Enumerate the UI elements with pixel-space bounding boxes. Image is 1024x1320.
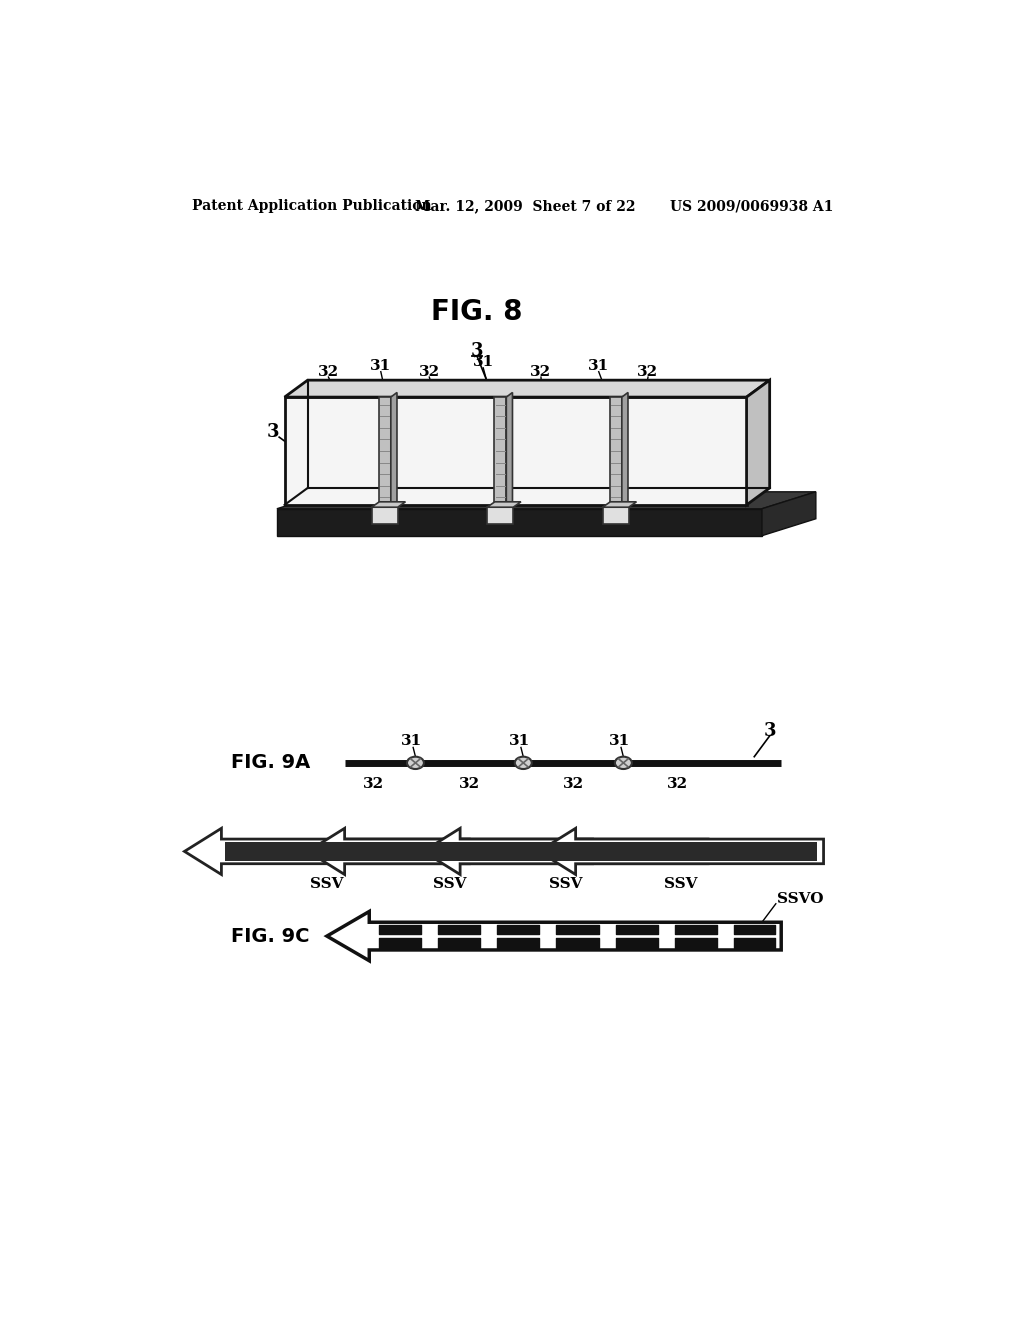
Text: 32: 32 [419,364,440,379]
Polygon shape [487,502,521,507]
Polygon shape [487,507,513,524]
Text: 31: 31 [371,359,391,374]
Text: Mar. 12, 2009  Sheet 7 of 22: Mar. 12, 2009 Sheet 7 of 22 [416,199,636,213]
Text: FIG. 9A: FIG. 9A [230,754,310,772]
Polygon shape [539,829,823,874]
Polygon shape [285,380,770,397]
Text: SSVO: SSVO [777,892,824,906]
Polygon shape [580,842,817,861]
Polygon shape [391,392,397,507]
Polygon shape [464,842,701,861]
Polygon shape [285,397,746,506]
Text: 31: 31 [609,734,630,748]
Ellipse shape [407,756,424,770]
Polygon shape [746,380,770,506]
Text: 32: 32 [563,777,584,792]
Polygon shape [494,397,506,507]
Text: 32: 32 [637,364,658,379]
Polygon shape [762,492,816,536]
Text: 3: 3 [471,342,483,360]
Polygon shape [225,842,463,861]
Text: 32: 32 [317,364,339,379]
Text: SSV: SSV [433,876,467,891]
Polygon shape [622,392,628,507]
Polygon shape [372,507,397,524]
Text: SSV: SSV [310,876,344,891]
Polygon shape [327,911,781,961]
Text: 31: 31 [588,359,609,374]
Polygon shape [372,502,406,507]
Polygon shape [379,397,391,507]
Ellipse shape [515,756,531,770]
Text: SSV: SSV [665,876,698,891]
Text: 3: 3 [267,422,280,441]
Text: 32: 32 [362,777,384,792]
Ellipse shape [614,756,632,770]
Polygon shape [602,502,637,507]
Polygon shape [184,829,469,874]
Text: US 2009/0069938 A1: US 2009/0069938 A1 [670,199,833,213]
Text: Patent Application Publication: Patent Application Publication [193,199,432,213]
Polygon shape [276,492,816,508]
Text: FIG. 9B: FIG. 9B [230,842,309,861]
Text: 31: 31 [473,355,494,370]
Polygon shape [307,829,593,874]
Polygon shape [506,392,512,507]
Text: 31: 31 [401,734,422,748]
Text: 3: 3 [764,722,776,739]
Text: FIG. 8: FIG. 8 [431,298,523,326]
Text: 32: 32 [667,777,688,792]
Polygon shape [423,829,708,874]
Polygon shape [348,842,587,861]
Text: 31: 31 [509,734,530,748]
Polygon shape [602,507,629,524]
Text: 32: 32 [530,364,552,379]
Text: SSV: SSV [549,876,583,891]
Text: 32: 32 [459,777,480,792]
Polygon shape [609,397,622,507]
Polygon shape [276,508,762,536]
Text: FIG. 9C: FIG. 9C [230,927,309,945]
